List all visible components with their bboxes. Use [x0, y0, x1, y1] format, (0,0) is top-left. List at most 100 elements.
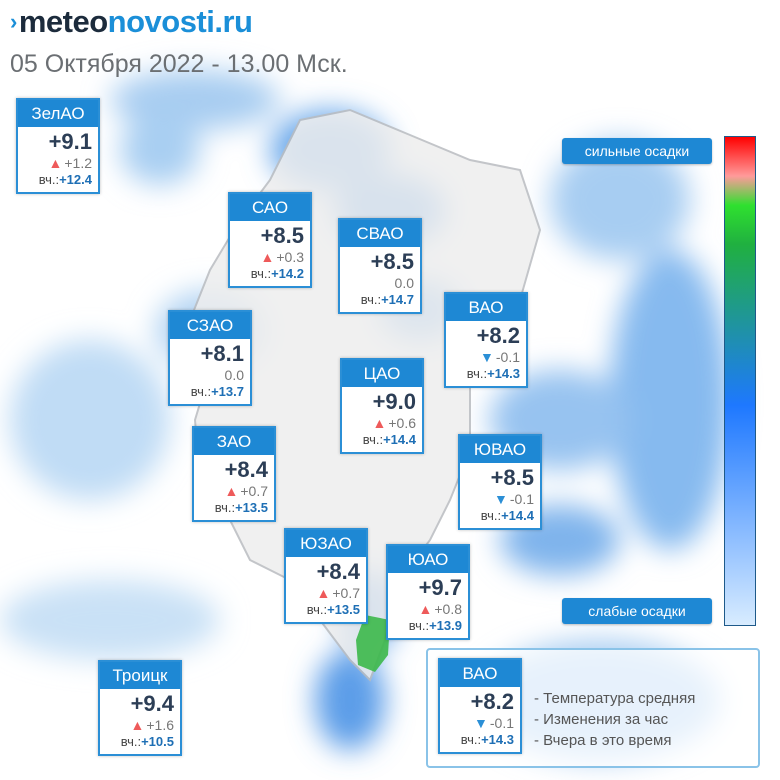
district-yesterday-value: +14.3 [487, 366, 520, 381]
green-zone [356, 615, 390, 672]
district-change: ▼ -0.1 [452, 349, 520, 365]
legend-temp-line: - Температура средняя [534, 690, 696, 707]
district-yesterday: вч.:+10.5 [106, 733, 174, 750]
yesterday-prefix: вч.: [360, 292, 382, 307]
district-change: 0.0 [176, 367, 244, 383]
district-change-value: -0.1 [495, 349, 520, 365]
district-card-8: ЮЗАО +8.4 ▲ +0.7 вч.:+13.5 [284, 528, 368, 624]
district-change: ▲ +0.7 [200, 483, 269, 499]
district-yesterday-value: +14.3 [481, 732, 514, 747]
district-card-10: Троицк +9.4 ▲ +1.6 вч.:+10.5 [98, 660, 182, 756]
yesterday-prefix: вч.: [38, 172, 60, 187]
district-yesterday-value: +14.4 [501, 508, 534, 523]
district-name: СЗАО [170, 312, 250, 339]
yesterday-prefix: вч.: [120, 734, 142, 749]
district-change: ▲ +0.6 [348, 415, 417, 431]
scale-low-label: слабые осадки [562, 598, 712, 624]
district-card-4: СЗАО +8.1 0.0 вч.:+13.7 [168, 310, 252, 406]
district-name: Троицк [100, 662, 180, 689]
trend-up-icon: ▲ [316, 585, 331, 601]
district-change: 0.0 [346, 275, 414, 291]
district-card-9: ЮАО +9.7 ▲ +0.8 вч.:+13.9 [386, 544, 470, 640]
district-change-value: +0.7 [240, 483, 268, 499]
district-temperature: +9.7 [418, 575, 462, 600]
district-temperature: +8.4 [316, 559, 360, 584]
district-temperature: +8.5 [370, 249, 414, 274]
yesterday-prefix: вч.: [362, 432, 384, 447]
district-name: ВАО [440, 660, 520, 687]
district-temperature: +8.1 [200, 341, 244, 366]
report-datetime: 05 Октября 2022 - 13.00 Мск. [10, 50, 348, 78]
trend-up-icon: ▲ [48, 155, 63, 171]
yesterday-prefix: вч.: [408, 618, 430, 633]
legend-yesterday-line: - Вчера в это время [534, 732, 672, 749]
district-change: ▲ +0.3 [236, 249, 305, 265]
logo-arrow-icon: › [10, 9, 17, 34]
district-change-value: +1.6 [146, 717, 174, 733]
district-temperature: +8.4 [224, 457, 268, 482]
district-name: СВАО [340, 220, 420, 247]
district-temperature: +8.2 [476, 323, 520, 348]
district-yesterday: вч.:+14.3 [446, 731, 514, 748]
district-yesterday: вч.:+13.9 [394, 617, 462, 634]
legend-change-line: - Изменения за час [534, 711, 669, 728]
district-yesterday: вч.:+12.4 [24, 171, 92, 188]
district-temperature: +9.0 [372, 389, 416, 414]
district-card-6: ЗАО +8.4 ▲ +0.7 вч.:+13.5 [192, 426, 276, 522]
district-yesterday: вч.:+14.7 [346, 291, 414, 308]
district-yesterday: вч.:+14.4 [466, 507, 534, 524]
trend-up-icon: ▲ [372, 415, 387, 431]
district-change: ▲ +1.6 [106, 717, 175, 733]
yesterday-prefix: вч.: [480, 508, 502, 523]
district-yesterday: вч.:+13.5 [292, 601, 360, 618]
district-name: ЮАО [388, 546, 468, 573]
district-yesterday: вч.:+14.4 [348, 431, 416, 448]
legend-descriptions: - Температура средняя - Изменения за час… [534, 688, 695, 751]
district-yesterday: вч.:+14.3 [452, 365, 520, 382]
district-yesterday-value: +13.7 [211, 384, 244, 399]
district-yesterday-value: +14.7 [381, 292, 414, 307]
precipitation-scale [724, 136, 756, 626]
district-yesterday-value: +13.5 [327, 602, 360, 617]
district-yesterday-value: +10.5 [141, 734, 174, 749]
trend-up-icon: ▲ [418, 601, 433, 617]
district-card-0: ЗелАО +9.1 ▲ +1.2 вч.:+12.4 [16, 98, 100, 194]
district-name: ЮЗАО [286, 530, 366, 557]
district-yesterday-value: +14.2 [271, 266, 304, 281]
yesterday-prefix: вч.: [190, 384, 212, 399]
yesterday-prefix: вч.: [460, 732, 482, 747]
district-name: ЗАО [194, 428, 274, 455]
district-card-7: ЮВАО +8.5 ▼ -0.1 вч.:+14.4 [458, 434, 542, 530]
district-change-value: 0.0 [224, 367, 244, 383]
district-yesterday-value: +13.9 [429, 618, 462, 633]
district-card-3: ВАО +8.2 ▼ -0.1 вч.:+14.3 [444, 292, 528, 388]
yesterday-prefix: вч.: [466, 366, 488, 381]
trend-down-icon: ▼ [474, 715, 488, 731]
district-change-value: 0.0 [394, 275, 414, 291]
logo-accent: novosti.ru [107, 4, 253, 39]
district-yesterday-value: +14.4 [383, 432, 416, 447]
district-temperature: +9.4 [130, 691, 174, 716]
district-temperature: +8.2 [470, 689, 514, 714]
district-change: ▲ +0.7 [292, 585, 361, 601]
site-logo: ›meteonovosti.ru [10, 4, 253, 40]
district-yesterday: вч.:+14.2 [236, 265, 304, 282]
district-yesterday-value: +12.4 [59, 172, 92, 187]
district-name: ЮВАО [460, 436, 540, 463]
district-card-2: СВАО +8.5 0.0 вч.:+14.7 [338, 218, 422, 314]
district-change-value: -0.1 [509, 491, 534, 507]
district-yesterday: вч.:+13.5 [200, 499, 268, 516]
district-name: САО [230, 194, 310, 221]
yesterday-prefix: вч.: [306, 602, 328, 617]
district-yesterday-value: +13.5 [235, 500, 268, 515]
district-change: ▲ +0.8 [394, 601, 463, 617]
district-card-legend-sample: ВАО +8.2 ▼ -0.1 вч.:+14.3 [438, 658, 522, 754]
district-name: ВАО [446, 294, 526, 321]
trend-up-icon: ▲ [260, 249, 275, 265]
yesterday-prefix: вч.: [250, 266, 272, 281]
district-change-value: +0.8 [434, 601, 462, 617]
district-change-value: +0.7 [332, 585, 360, 601]
district-yesterday: вч.:+13.7 [176, 383, 244, 400]
district-change-value: +0.6 [388, 415, 416, 431]
district-name: ЗелАО [18, 100, 98, 127]
